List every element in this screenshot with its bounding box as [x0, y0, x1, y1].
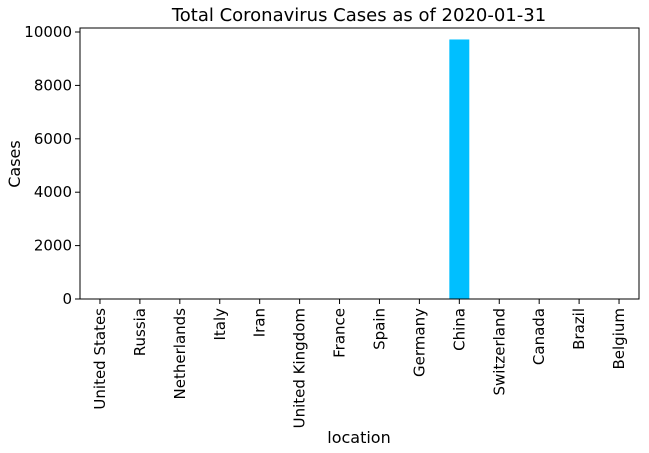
y-tick-label: 8000	[34, 76, 72, 94]
y-tick-label: 2000	[34, 237, 72, 255]
plot-area-frame	[79, 27, 640, 300]
x-tick-label: Canada	[530, 308, 548, 365]
x-tick-label: Switzerland	[490, 308, 508, 396]
y-tick-label: 4000	[34, 183, 72, 201]
x-tick-label: China	[450, 308, 468, 351]
y-tick-label: 6000	[34, 130, 72, 148]
x-tick-label: Italy	[211, 308, 229, 341]
x-tick-label: France	[331, 308, 349, 358]
x-tick-label: United Kingdom	[291, 308, 309, 428]
x-tick-label: Russia	[131, 308, 149, 356]
x-axis-label: location	[327, 428, 390, 447]
x-tick-label: Germany	[410, 308, 428, 377]
y-axis-label: Cases	[5, 140, 24, 188]
bar-china	[449, 39, 470, 300]
bars-group	[89, 39, 550, 300]
x-tick-label: Netherlands	[171, 308, 189, 400]
y-axis-ticks: 0 2000 4000 6000 8000 10000	[24, 23, 80, 308]
x-axis-ticks: United States Russia Netherlands Italy Iran U…	[91, 299, 628, 428]
x-tick-label: United States	[91, 308, 109, 410]
x-tick-label: Iran	[251, 308, 269, 337]
chart-title: Total Coronavirus Cases as of 2020-01-31	[171, 5, 546, 26]
x-tick-label: Spain	[370, 308, 388, 350]
x-tick-label: Belgium	[610, 308, 628, 370]
y-tick-label: 10000	[24, 23, 72, 41]
x-tick-label: Brazil	[570, 308, 588, 350]
y-tick-label: 0	[62, 290, 72, 308]
